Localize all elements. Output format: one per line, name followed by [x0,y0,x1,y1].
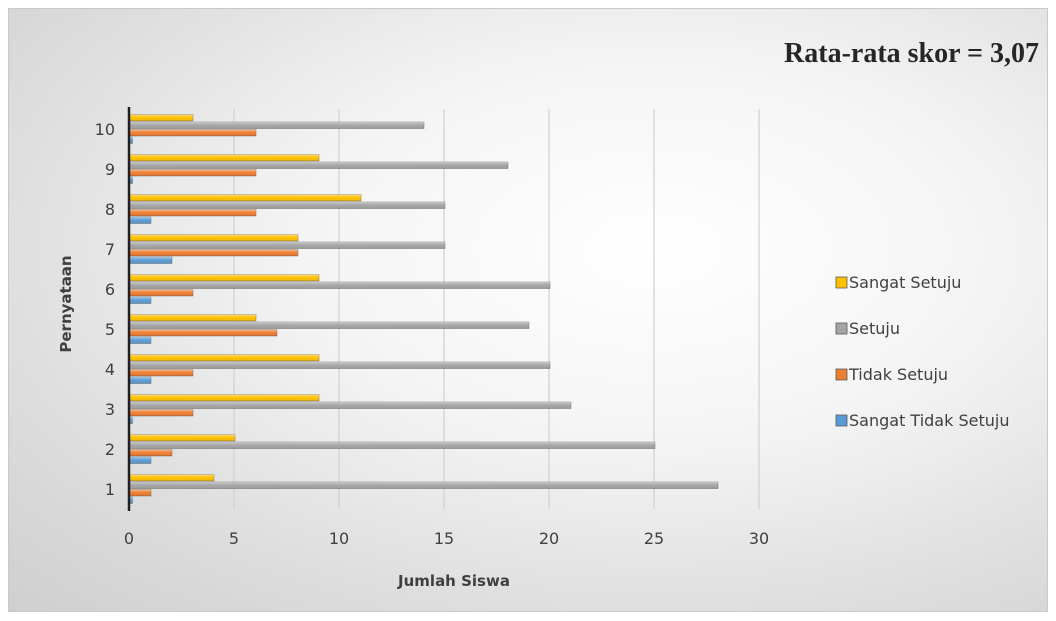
bar [129,456,152,464]
bar [129,256,173,264]
bar [129,434,236,442]
x-axis-title: Jumlah Siswa [397,572,510,590]
bar [129,194,362,202]
legend-swatch [835,276,848,289]
bar [129,136,133,144]
bar [129,209,257,217]
bar [129,169,257,177]
y-tick-label: 2 [105,440,115,459]
x-tick-label: 5 [229,529,239,548]
bar [129,289,194,297]
y-tick-label: 5 [105,320,115,339]
bar [129,321,530,329]
legend-label: Tidak Setuju [848,365,948,384]
axes: 0 5 10 15 20 25 30 1 2 3 4 5 6 7 8 9 10 [95,107,769,548]
bar [129,474,215,482]
gridlines [233,109,760,509]
bar [129,481,719,489]
y-tick-label: 3 [105,400,115,419]
bar [129,296,152,304]
legend-item: Setuju [835,319,900,338]
bar [129,176,133,184]
legend-swatch [835,414,848,427]
bar [129,449,173,457]
bar [129,376,152,384]
x-tick-label: 25 [644,529,664,548]
bar [129,241,446,249]
bar [129,361,551,369]
y-tick-label: 6 [105,280,115,299]
legend-item: Sangat Tidak Setuju [835,411,1009,430]
bar [129,114,194,122]
bars [129,114,719,504]
bar [129,441,656,449]
x-tick-label: 0 [124,529,134,548]
bar [129,369,194,377]
legend-swatch [835,368,848,381]
bar [129,314,257,322]
bar [129,394,320,402]
bar [129,129,257,137]
legend-label: Setuju [849,319,900,338]
y-tick-label: 8 [105,200,115,219]
chart-area: 0 5 10 15 20 25 30 1 2 3 4 5 6 7 8 9 10 Sangat Setuju Set… [8,8,1048,612]
x-tick-label: 30 [749,529,769,548]
y-tick-label: 9 [105,160,115,179]
legend: Sangat Setuju Setuju Tidak Setuju Sangat Ti… [835,273,1009,430]
bar [129,329,278,337]
bar [129,234,299,242]
legend-label: Sangat Setuju [849,273,961,292]
y-tick-label: 1 [105,480,115,499]
y-tick-label: 10 [95,120,115,139]
bar [129,354,320,362]
bar [129,121,425,129]
bar-chart: 0 5 10 15 20 25 30 1 2 3 4 5 6 7 8 9 10 Sangat Setuju Set… [57,38,1039,590]
legend-item: Sangat Setuju [835,273,961,292]
bar [129,201,446,209]
y-tick-label: 4 [105,360,115,379]
bar [129,496,133,504]
y-axis-title: Pernyataan [57,255,75,352]
bar [129,401,572,409]
bar [129,336,152,344]
bar [129,249,299,257]
bar [129,416,133,424]
x-tick-label: 15 [434,529,454,548]
bar [129,216,152,224]
legend-swatch [835,322,848,335]
bar [129,489,152,497]
legend-label: Sangat Tidak Setuju [849,411,1009,430]
bar [129,274,320,282]
y-tick-label: 7 [105,240,115,259]
chart-title: Rata-rata skor = 3,07 [784,38,1039,69]
bar [129,154,320,162]
x-tick-label: 10 [329,529,349,548]
x-tick-label: 20 [539,529,559,548]
bar [129,409,194,417]
legend-item: Tidak Setuju [835,365,948,384]
bar [129,281,551,289]
bar [129,161,509,169]
